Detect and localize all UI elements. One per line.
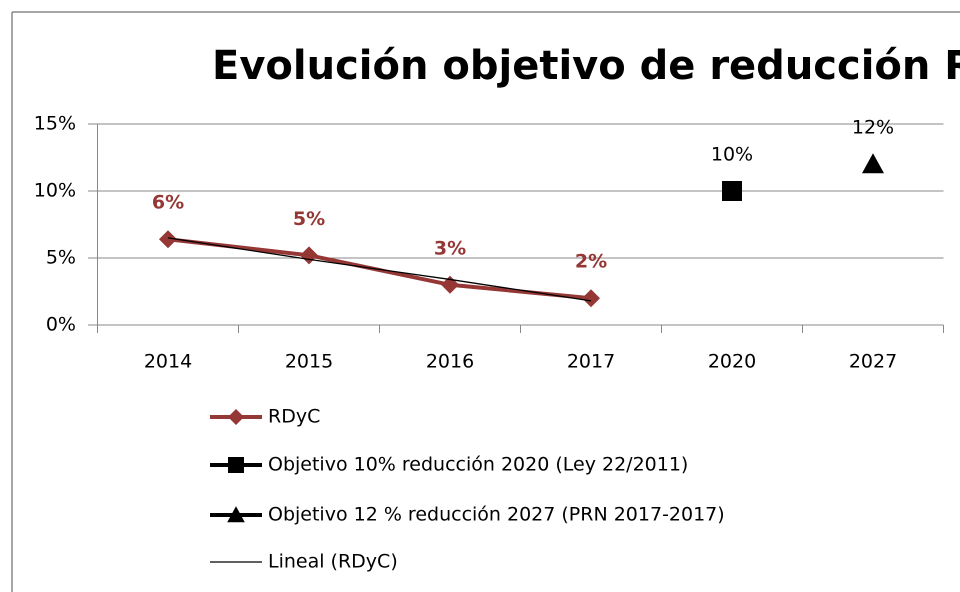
y-tick-label: 5% — [46, 247, 76, 269]
chart-title: Evolución objetivo de reducción RDyC — [212, 43, 960, 89]
marker — [228, 457, 244, 473]
y-tick-label: 15% — [34, 113, 76, 135]
marker — [228, 409, 244, 425]
data-label: 2% — [575, 251, 607, 273]
data-label: 5% — [293, 208, 325, 230]
data-label: 6% — [152, 192, 184, 214]
series-line — [167, 237, 592, 302]
x-tick-label: 2020 — [708, 351, 756, 373]
legend-label: Lineal (RDyC) — [268, 551, 398, 573]
data-label: 10% — [711, 144, 753, 166]
marker — [862, 153, 884, 174]
x-tick-label: 2016 — [426, 351, 474, 373]
y-tick-label: 0% — [46, 314, 76, 336]
marker — [722, 181, 742, 201]
x-tick-label: 2015 — [285, 351, 333, 373]
marker — [582, 289, 600, 308]
x-tick-label: 2014 — [144, 351, 192, 373]
marker — [159, 230, 177, 249]
legend-label: Objetivo 10% reducción 2020 (Ley 22/2011… — [268, 454, 688, 476]
legend-label: Objetivo 12 % reducción 2027 (PRN 2017-2… — [268, 504, 725, 526]
x-tick-label: 2027 — [849, 351, 897, 373]
data-label: 12% — [852, 117, 894, 139]
legend-label: RDyC — [268, 406, 320, 428]
data-label: 3% — [434, 237, 466, 259]
x-tick-label: 2017 — [567, 351, 615, 373]
y-tick-label: 10% — [34, 180, 76, 202]
marker — [227, 506, 245, 523]
series-line — [167, 237, 592, 301]
